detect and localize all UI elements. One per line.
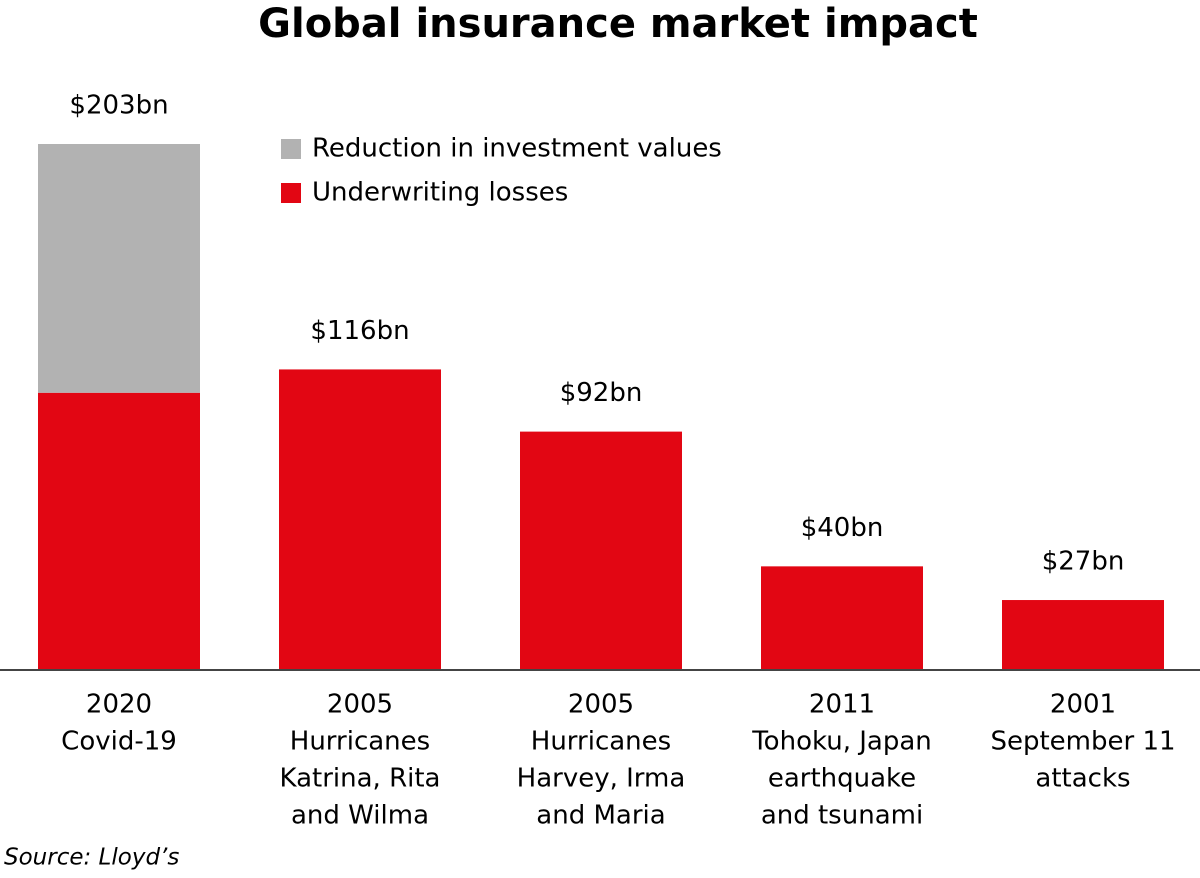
chart-title: Global insurance market impact bbox=[258, 1, 978, 47]
bar-segment bbox=[761, 566, 923, 670]
value-label: $27bn bbox=[1042, 547, 1125, 577]
x-tick-label: and tsunami bbox=[761, 801, 923, 831]
value-label: $116bn bbox=[310, 316, 409, 346]
x-tick-label: 2020 bbox=[86, 690, 152, 720]
bar-segment bbox=[279, 369, 441, 670]
x-tick-label: Hurricanes bbox=[531, 727, 671, 757]
x-tick-label: Katrina, Rita bbox=[280, 764, 441, 794]
source: Source: Lloyd’s bbox=[4, 845, 179, 871]
x-tick-label: 2005 bbox=[327, 690, 393, 720]
value-label: $92bn bbox=[560, 378, 643, 408]
value-label: $40bn bbox=[801, 513, 884, 543]
x-tick-label: and Wilma bbox=[291, 801, 429, 831]
legend-swatch bbox=[281, 139, 301, 159]
x-tick-label: Harvey, Irma bbox=[517, 764, 686, 794]
x-tick-label: and Maria bbox=[536, 801, 665, 831]
bar-segment bbox=[520, 431, 682, 670]
x-tick-label: attacks bbox=[1035, 764, 1130, 794]
bar-segment bbox=[38, 392, 200, 670]
legend-label: Underwriting losses bbox=[312, 178, 568, 208]
x-tick-label: Covid-19 bbox=[61, 727, 177, 757]
x-tick-label: earthquake bbox=[768, 764, 916, 794]
bar-segment bbox=[1002, 600, 1164, 670]
x-tick-label: September 11 bbox=[990, 727, 1175, 757]
x-tick-label: Tohoku, Japan bbox=[751, 727, 932, 757]
x-tick-label: 2011 bbox=[809, 690, 875, 720]
x-tick-label: Hurricanes bbox=[290, 727, 430, 757]
legend-swatch bbox=[281, 183, 301, 203]
bar-segment bbox=[38, 144, 200, 393]
x-tick-label: 2005 bbox=[568, 690, 634, 720]
legend-label: Reduction in investment values bbox=[312, 134, 722, 164]
value-label: $203bn bbox=[69, 91, 168, 121]
x-tick-label: 2001 bbox=[1050, 690, 1116, 720]
